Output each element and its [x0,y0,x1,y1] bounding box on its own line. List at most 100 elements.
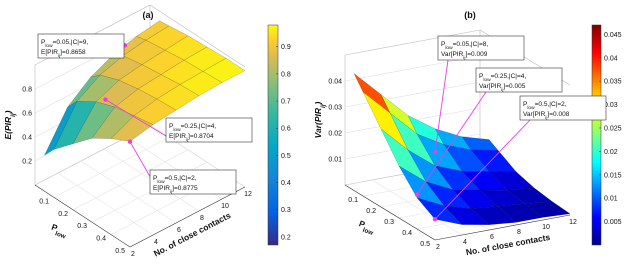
z-tick-label: 0.2 [22,159,32,166]
colorbar-tick-label: 0.7 [281,99,291,106]
colorbar-tick-label: 0.4 [281,180,291,187]
z-tick-label: 0.03 [328,105,342,112]
colorbar-tick-label: 0.02 [604,149,618,156]
text-part: ij [186,137,188,143]
x-tick-label: 6 [490,234,494,241]
annotation-text: Plow=0.05,|C|=8, [441,41,488,51]
surface-patch [416,197,463,225]
annotation-box [37,33,125,59]
text-part: P [50,222,59,233]
annotation-text: Var[PIRij]=0.009 [441,51,488,61]
x-tick-label: 4 [463,239,467,246]
colorbar-tick-label: 0.03 [604,102,618,109]
z-tick-label: 0.8 [22,87,32,94]
annotation-text: Plow=0.25,|C|=4, [169,123,216,133]
text-part: =0.5,|C|=2, [535,101,567,108]
annotation-point [103,97,108,102]
colorbar-tick-label: 0.6 [281,126,291,133]
text-part: ]=0.005 [503,83,525,90]
annotation-arrow [416,91,487,195]
annotation-point [432,217,438,222]
text-part: =0.25,|C|=4, [491,73,527,80]
box-edge [149,4,246,68]
annotation-point [414,192,420,197]
text-part: ]=0.008 [547,111,569,118]
x-axis-label: No. of close contacts [152,210,233,259]
colorbar-tick-label: 0.045 [604,32,622,39]
z-tick-label: 0.01 [328,157,342,164]
text-part: ij [10,113,17,117]
axis-line [344,184,436,241]
colorbar-tick-label: 0.2 [281,234,291,241]
annotation-arrow [434,119,531,220]
annotation-point [432,149,438,155]
colorbar-tick-label: 0.01 [604,196,618,203]
annotation-arrow [105,99,177,143]
text-part: ij [545,115,547,121]
grid-line [34,28,151,90]
text-part: No. of close contacts [465,232,551,257]
axis-line [129,186,246,248]
surface-patch [202,57,246,83]
text-part: ]=0.8658 [60,49,86,56]
text-part: P [479,73,483,80]
x-tick-label: 2 [131,251,135,258]
colorbar-tick-label: 0.3 [281,207,291,214]
annotation-text: E[PIRij]=0.8775 [153,185,198,195]
axis-line [34,184,131,248]
colorbar-tick-label: 0.025 [604,125,622,132]
text-part: low [157,179,165,185]
x-tick-label: 12 [569,219,577,226]
colorbar [267,24,279,246]
y-tick-label: 0.2 [58,211,68,218]
z-axis-label: Var(PIRij) [313,101,327,138]
colorbar-tick-label: 0.5 [281,153,291,160]
surface-patch [179,71,223,97]
z-tick-label: 0.04 [328,79,342,86]
text-part: ij [320,104,327,108]
y-axis-label: Plow [356,218,376,236]
z-axis-label: E(PIRij) [3,110,17,139]
annotation-text: Var[PIRij]=0.008 [523,111,570,121]
annotation-box [437,35,525,61]
x-tick-label: 12 [244,191,252,198]
text-part: P [358,218,367,229]
text-part: ]=0.009 [465,51,487,58]
text-part: ) [3,110,13,114]
x-tick-label: 4 [154,239,158,246]
text-part: Var(PIR [313,107,323,138]
y-tick-label: 0.3 [384,219,394,226]
x-tick-label: 2 [436,244,440,251]
z-tick-label: 0.02 [328,131,342,138]
grid-line [344,81,481,108]
text-part: low [483,77,491,83]
grid-line [72,149,189,211]
colorbar-tick-label: 0.005 [604,219,622,226]
grid-line [57,172,154,236]
text-part: ]=0.8775 [172,185,198,192]
box-edge [344,29,481,56]
grid-line [80,160,177,224]
surface-patch [156,84,200,111]
text-part: ij [463,55,465,61]
z-tick-label: 0.4 [22,135,32,142]
text-part: E[PIR [153,185,170,192]
text-part: =0.05,|C|=9, [53,39,89,46]
text-part: low [54,230,66,240]
text-part: low [527,105,535,111]
annotation-box [519,95,607,121]
text-part: Var[PIR [479,83,502,90]
colorbar-tick-label: 0.035 [604,79,622,86]
text-part: Var[PIR [441,51,464,58]
grid-line [53,137,170,198]
annotation-box [165,117,253,143]
x-tick-label: 8 [200,215,204,222]
x-tick-label: 8 [517,229,521,236]
annotation-text: Plow=0.5,|C|=2, [153,175,197,185]
text-part: ij [501,87,503,93]
text-part: P [41,39,45,46]
annotation-text: Var[PIRij]=0.005 [479,83,526,93]
text-part: P [153,175,157,182]
annotation-text: E[PIRij]=0.8658 [41,49,86,59]
y-tick-label: 0.4 [96,236,106,243]
